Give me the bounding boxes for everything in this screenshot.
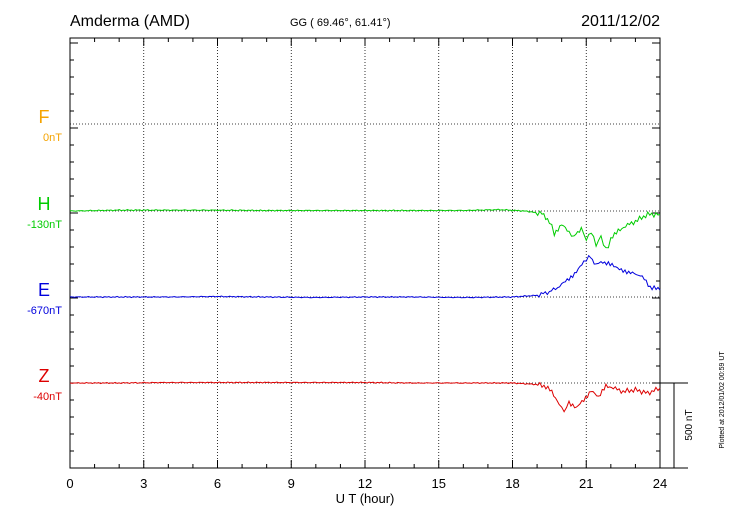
series-lines [69, 208, 661, 413]
series-line-h [69, 208, 661, 249]
series-name-z: Z [39, 366, 50, 386]
series-line-e [70, 254, 661, 299]
series-baseline-e: -670nT [27, 305, 62, 317]
series-baseline-z: -40nT [33, 391, 62, 403]
series-name-f: F [39, 107, 50, 127]
x-tick-label: 0 [66, 476, 73, 491]
x-tick-label: 24 [653, 476, 667, 491]
series-baseline-f: 0nT [43, 132, 62, 144]
x-axis-label: U T (hour) [336, 491, 395, 506]
plot-frame [69, 37, 661, 469]
x-tick-label: 6 [214, 476, 221, 491]
series-baseline-h: -130nT [27, 219, 62, 231]
series-name-h: H [38, 194, 51, 214]
station-coords: GG ( 69.46°, 61.41°) [290, 17, 391, 29]
plotted-at-note: Plotted at 2012/01/02 00:59 UT [719, 351, 726, 449]
station-title: Amderma (AMD) [70, 13, 190, 30]
x-tick-label: 3 [140, 476, 147, 491]
grid-lines [70, 38, 660, 468]
x-tick-label: 9 [288, 476, 295, 491]
x-tick-label: 21 [579, 476, 593, 491]
series-line-z [69, 381, 661, 413]
x-axis-ticks: 0 3 6 9 12 15 18 21 24 [66, 38, 667, 491]
series-labels: F 0nT H -130nT E -670nT Z -40nT [27, 107, 62, 403]
x-tick-label: 15 [432, 476, 446, 491]
x-tick-label: 12 [358, 476, 372, 491]
scale-bar-label: 500 nT [684, 409, 695, 440]
scale-bar: 500 nT [660, 382, 695, 469]
plot-date: 2011/12/02 [581, 13, 660, 30]
y-minor-ticks [70, 42, 660, 469]
x-tick-label: 18 [505, 476, 519, 491]
series-name-e: E [38, 280, 50, 300]
